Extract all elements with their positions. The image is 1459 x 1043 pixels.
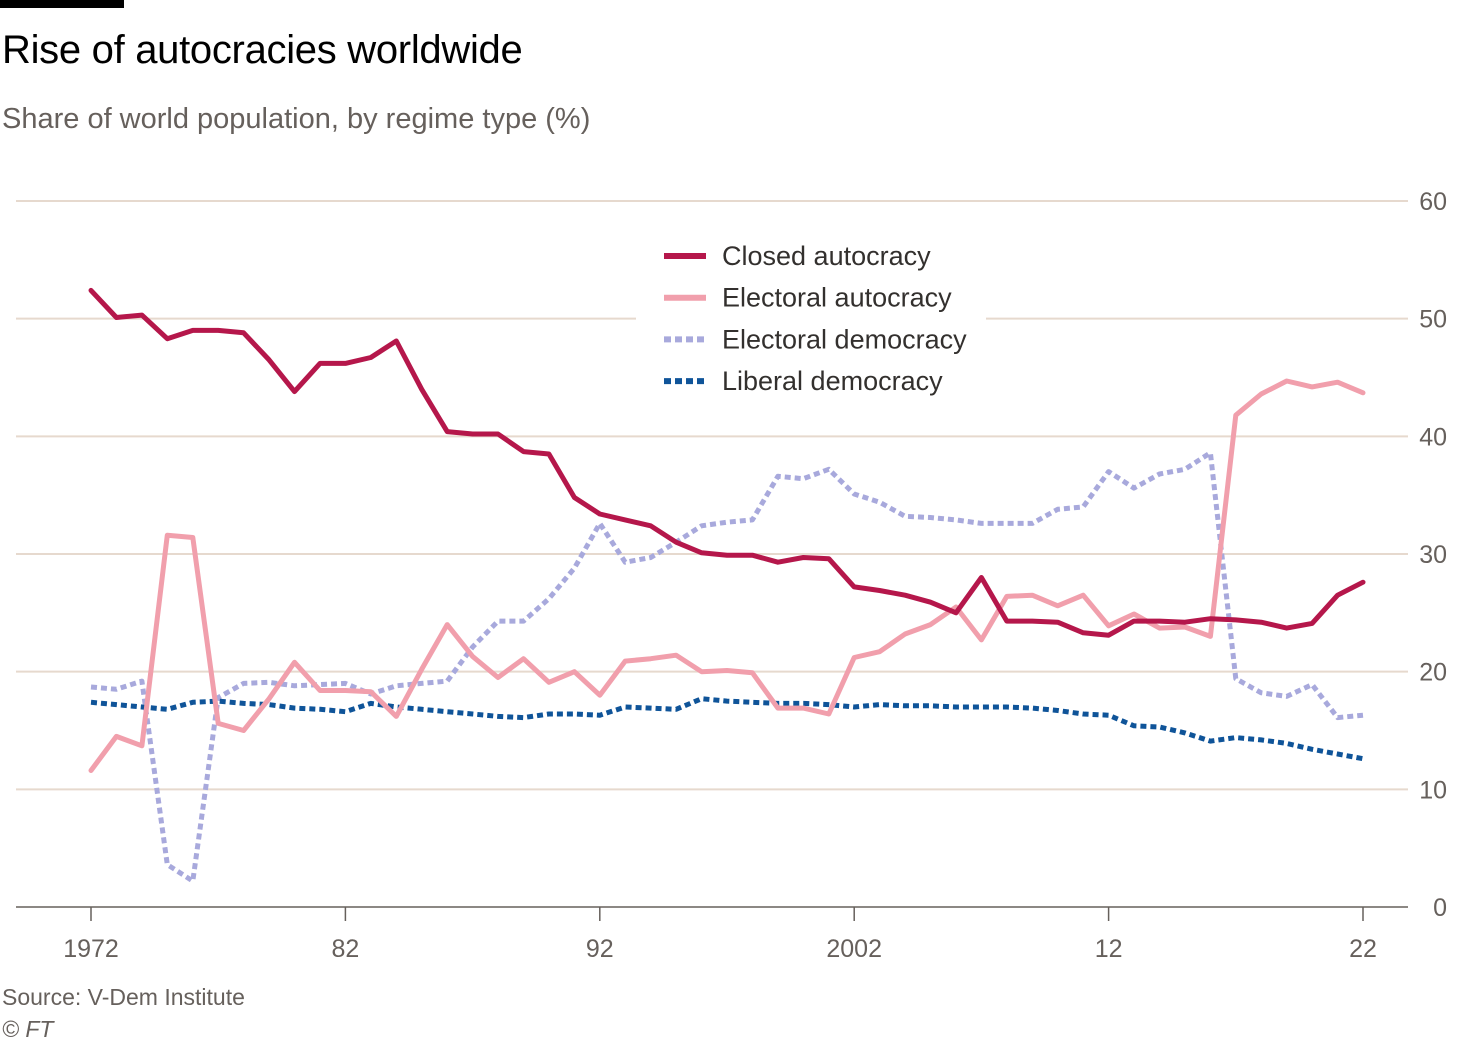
x-tick-label-2012: 12 [1095, 935, 1123, 963]
x-axis: 1972 82 92 2002 12 22 [63, 907, 1377, 963]
chart-subtitle: Share of world population, by regime typ… [2, 103, 591, 135]
top-rule [0, 0, 124, 8]
y-tick-label-50: 50 [1419, 306, 1447, 334]
legend-label-electoral-autocracy: Electoral autocracy [722, 283, 952, 313]
series-line-electoral-democracy [90, 450, 1364, 884]
legend-label-electoral-democracy: Electoral democracy [722, 324, 967, 354]
legend-label-closed-autocracy: Closed autocracy [722, 241, 931, 271]
x-tick-label-1992: 92 [586, 935, 614, 963]
y-tick-label-0: 0 [1433, 894, 1447, 922]
copyright-credit: © FT [2, 1016, 54, 1042]
series-lines [88, 287, 1366, 884]
series-line-liberal-democracy [90, 696, 1364, 762]
y-tick-label-10: 10 [1419, 776, 1447, 804]
legend-background [636, 232, 986, 398]
y-tick-label-30: 30 [1419, 541, 1447, 569]
x-tick-label-1972: 1972 [63, 935, 119, 963]
y-tick-label-60: 60 [1419, 188, 1447, 216]
series-line-electoral-autocracy [88, 378, 1366, 773]
y-tick-label-40: 40 [1419, 423, 1447, 451]
x-tick-label-1982: 82 [331, 935, 359, 963]
legend-backdrop [636, 232, 986, 398]
legend-label-liberal-democracy: Liberal democracy [722, 366, 943, 396]
y-tick-label-20: 20 [1419, 659, 1447, 687]
source-note: Source: V-Dem Institute [2, 984, 245, 1010]
x-tick-label-2002: 2002 [826, 935, 882, 963]
series-line-closed-autocracy [88, 287, 1366, 638]
legend: Closed autocracy Electoral autocracy Elect… [664, 241, 967, 396]
x-tick-label-2022: 22 [1349, 935, 1377, 963]
y-axis-ticks: 0 10 20 30 40 50 60 [1419, 188, 1447, 922]
chart-title: Rise of autocracies worldwide [2, 28, 523, 72]
